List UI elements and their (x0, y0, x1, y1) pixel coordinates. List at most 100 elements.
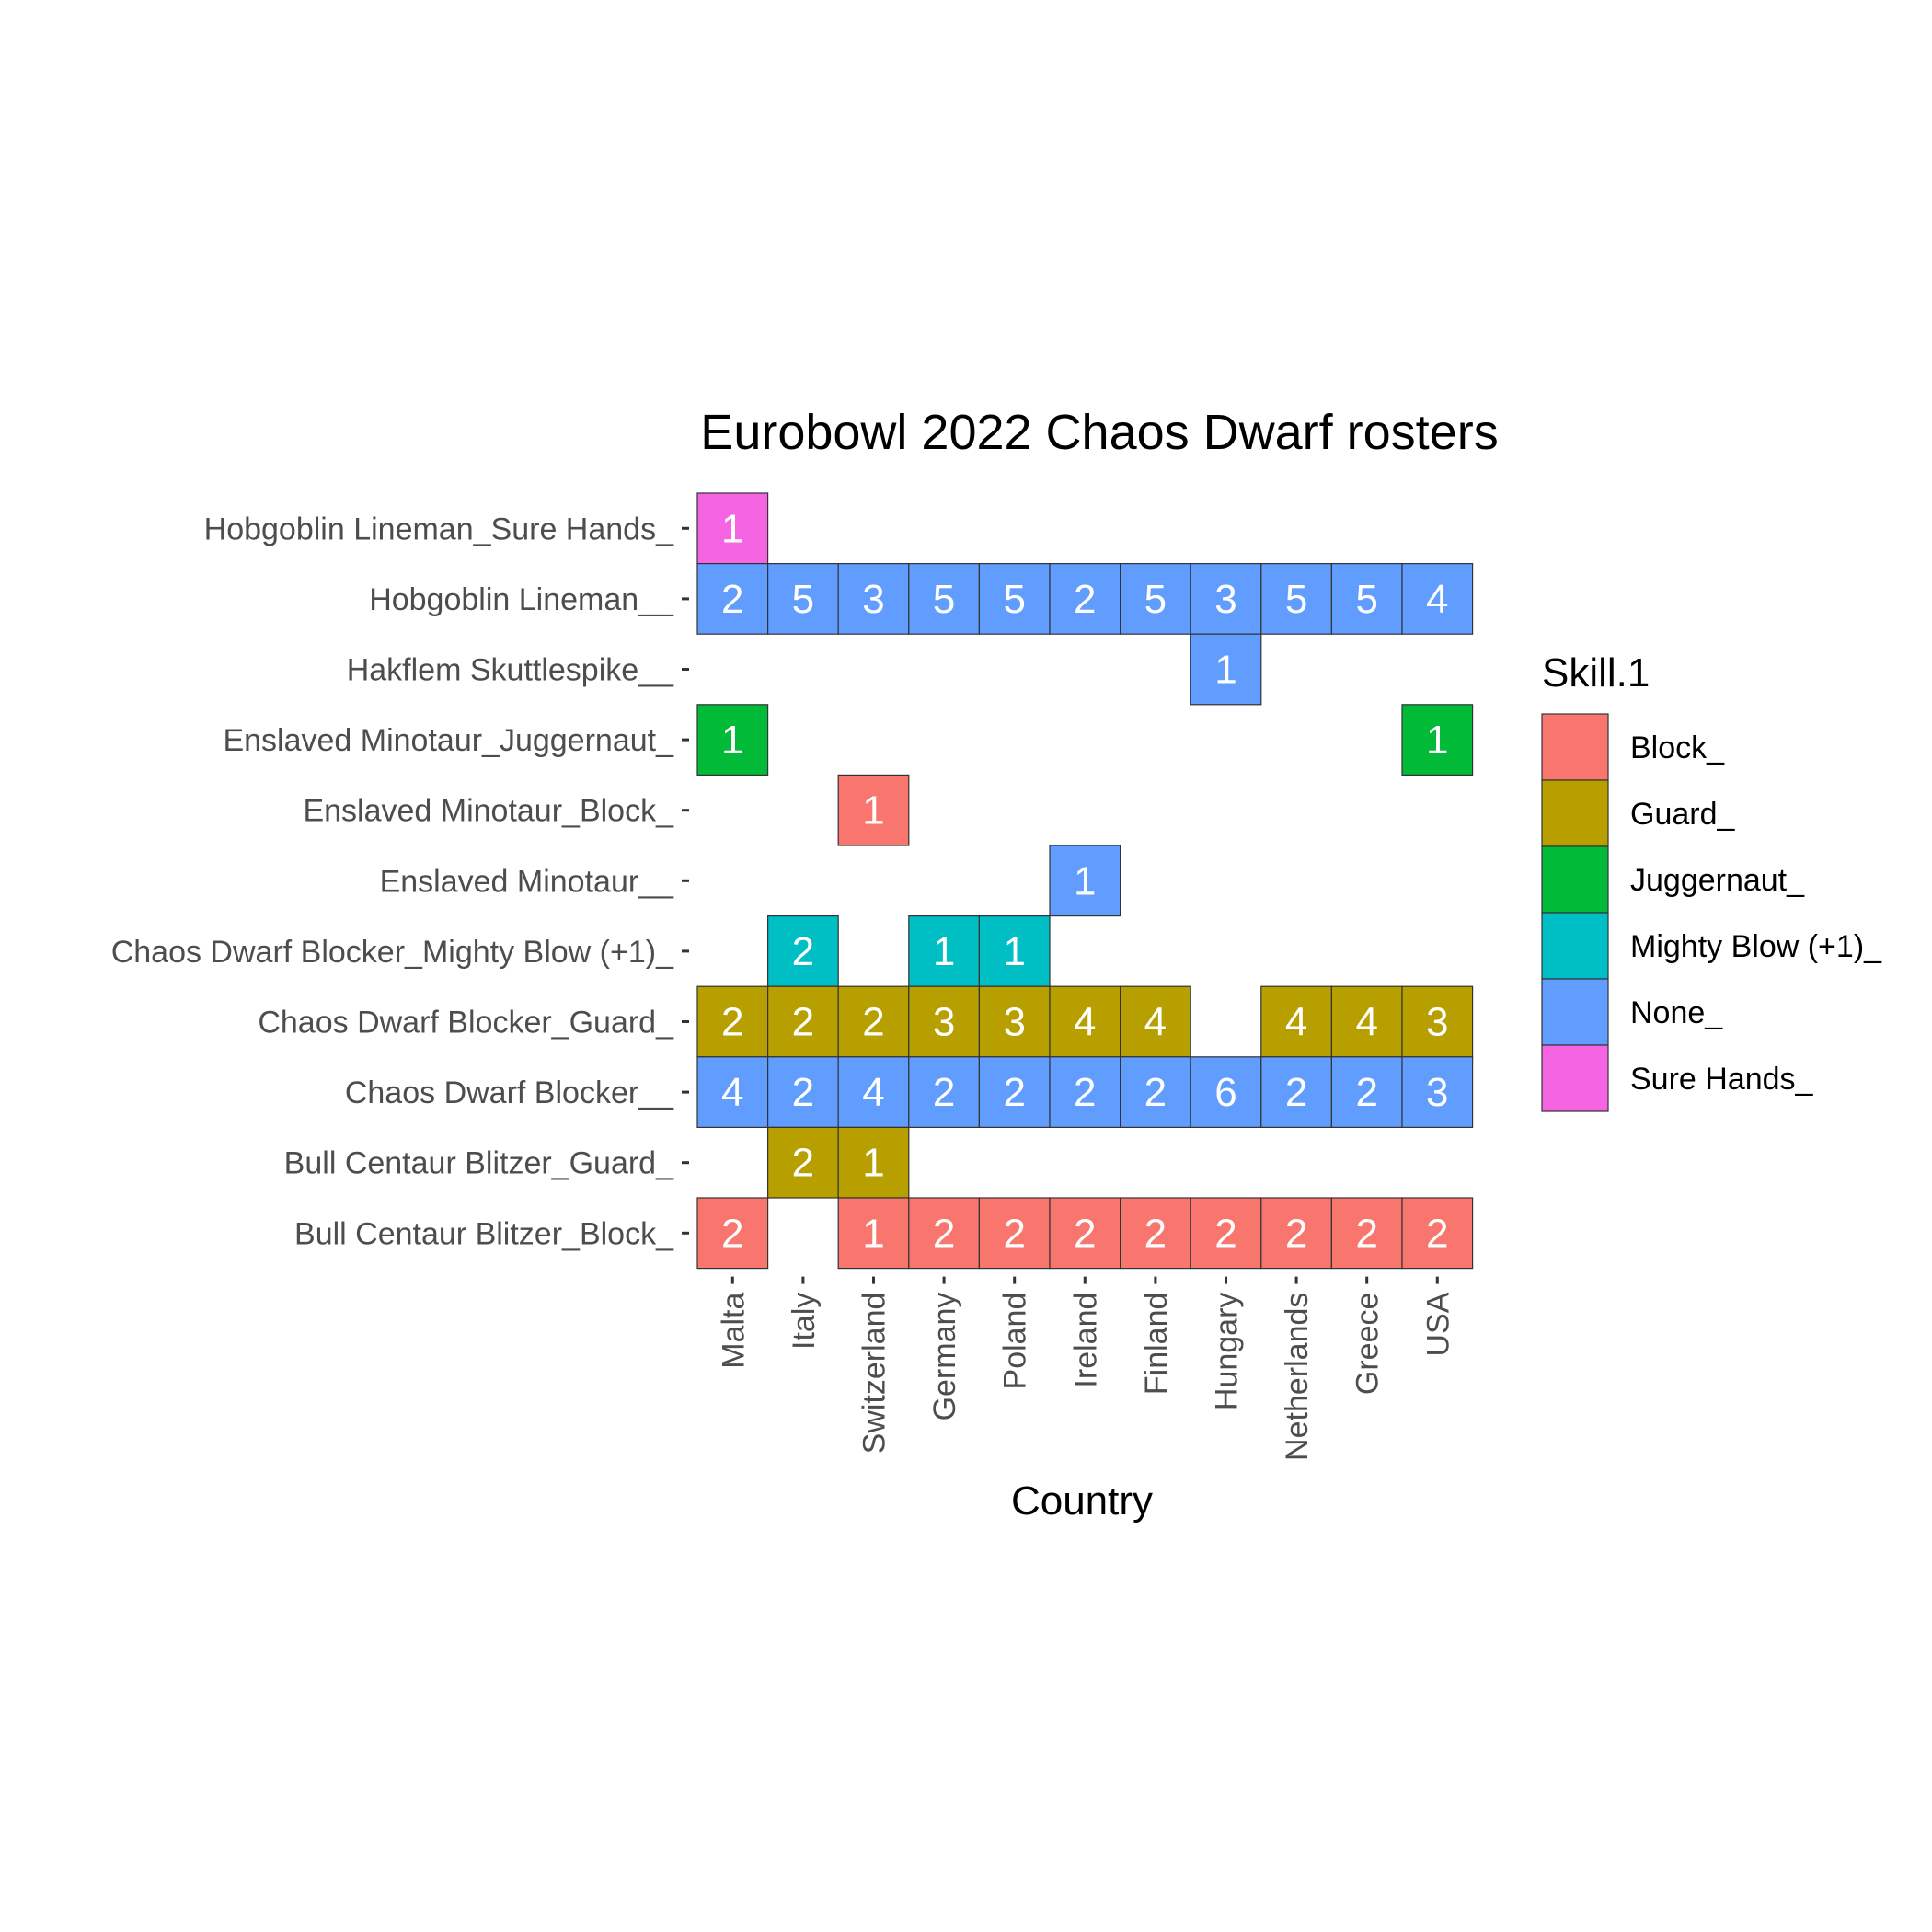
heatmap-cell-bull-centaur-blitzer-block-poland (978, 1197, 1051, 1270)
x-tick-label: Germany (927, 1293, 962, 1421)
legend-key-juggernaut (1541, 845, 1609, 914)
heatmap-cell-bull-centaur-blitzer-block-switzerland (837, 1197, 910, 1270)
legend-key-none (1541, 978, 1609, 1046)
cell-value-label: 3 (1426, 1000, 1448, 1045)
heatmap-cell-chaos-dwarf-blocker-greece (1330, 1056, 1403, 1129)
cell-value-label: 1 (933, 929, 955, 974)
x-tick-label: Finland (1139, 1293, 1174, 1396)
cell-value-label: 1 (1426, 718, 1448, 763)
cell-value-label: 2 (1285, 1211, 1307, 1256)
cell-value-label: 3 (1426, 1070, 1448, 1115)
heatmap-cell-chaos-dwarf-blocker-mighty-blow-1-italy (766, 914, 839, 987)
cell-value-label: 2 (1074, 1211, 1096, 1256)
heatmap-cell-hobgoblin-lineman-finland (1119, 562, 1191, 635)
y-tick-label: Bull Centaur Blitzer_Block_ (294, 1216, 674, 1251)
heatmap-cell-hobgoblin-lineman-greece (1330, 562, 1403, 635)
cell-value-label: 2 (933, 1070, 955, 1115)
heatmap-cell-chaos-dwarf-blocker-mighty-blow-1-poland (978, 914, 1051, 987)
legend-label: Sure Hands_ (1630, 1062, 1814, 1097)
cell-value-label: 5 (1355, 577, 1377, 622)
heatmap-cell-chaos-dwarf-blocker-finland (1119, 1056, 1191, 1129)
cell-value-label: 2 (1144, 1070, 1167, 1115)
cell-value-label: 2 (862, 1000, 884, 1045)
heatmap-cell-hobgoblin-lineman-germany (908, 562, 980, 635)
y-axis: Hobgoblin Lineman_Sure Hands_ Hobgoblin L… (111, 512, 689, 1251)
heatmap-cell-hobgoblin-lineman-usa (1401, 562, 1474, 635)
x-axis: Malta Italy Switzerland Germany Poland Irelan… (716, 1276, 1455, 1461)
heatmap-cell-chaos-dwarf-blocker-malta (696, 1056, 769, 1129)
x-tick-label: Poland (998, 1293, 1033, 1390)
heatmap-cell-chaos-dwarf-blocker-guard-finland (1119, 985, 1191, 1058)
heatmap-cell-chaos-dwarf-blocker-poland (978, 1056, 1051, 1129)
heatmap-cell-hobgoblin-lineman-italy (766, 562, 839, 635)
heatmap-cell-chaos-dwarf-blocker-guard-malta (696, 985, 769, 1058)
cell-value-label: 5 (1285, 577, 1307, 622)
cell-value-label: 5 (1144, 577, 1167, 622)
cell-value-label: 2 (1003, 1211, 1025, 1256)
y-tick-label: Enslaved Minotaur_Juggernaut_ (223, 723, 674, 758)
x-tick-label: Switzerland (857, 1293, 892, 1455)
cell-value-label: 1 (721, 718, 743, 763)
heatmap-cell-bull-centaur-blitzer-guard-italy (766, 1126, 839, 1199)
legend-key-guard (1541, 779, 1609, 847)
cell-value-label: 5 (933, 577, 955, 622)
cell-value-label: 2 (1285, 1070, 1307, 1115)
heatmap-cell-bull-centaur-blitzer-block-ireland (1049, 1197, 1121, 1270)
heatmap-cell-bull-centaur-blitzer-block-netherlands (1260, 1197, 1333, 1270)
heatmap-cell-bull-centaur-blitzer-block-hungary (1190, 1197, 1262, 1270)
heatmap-cell-hobgoblin-lineman-hungary (1190, 562, 1262, 635)
legend: Skill.1 Block_ Guard_ Juggernaut_ Mighty Bl… (1541, 650, 1882, 1112)
cell-value-label: 2 (792, 1141, 814, 1186)
cell-value-label: 2 (721, 577, 743, 622)
heatmap-cell-chaos-dwarf-blocker-germany (908, 1056, 980, 1129)
x-tick-label: USA (1420, 1292, 1455, 1356)
cell-value-label: 5 (1003, 577, 1025, 622)
x-tick-label: Greece (1351, 1293, 1386, 1396)
heatmap-cell-chaos-dwarf-blocker-guard-germany (908, 985, 980, 1058)
heatmap-cell-enslaved-minotaur-ireland (1049, 845, 1121, 917)
cell-value-label: 2 (792, 1000, 814, 1045)
y-tick-label: Bull Centaur Blitzer_Guard_ (284, 1146, 674, 1181)
legend-title: Skill.1 (1542, 650, 1650, 696)
cell-value-label: 3 (933, 1000, 955, 1045)
cell-value-label: 4 (1074, 1000, 1096, 1045)
heatmap-cell-bull-centaur-blitzer-block-germany (908, 1197, 980, 1270)
legend-label: Guard_ (1630, 797, 1735, 832)
cell-value-label: 1 (862, 788, 884, 834)
heatmap-cell-bull-centaur-blitzer-guard-switzerland (837, 1126, 910, 1199)
cell-value-label: 1 (862, 1211, 884, 1256)
cell-value-label: 4 (862, 1070, 884, 1115)
cell-value-label: 1 (862, 1141, 884, 1186)
x-axis-title: Country (1011, 1478, 1153, 1524)
cell-value-label: 4 (1144, 1000, 1167, 1045)
heatmap-cell-chaos-dwarf-blocker-guard-greece (1330, 985, 1403, 1058)
heatmap-cell-bull-centaur-blitzer-block-usa (1401, 1197, 1474, 1270)
y-tick-label: Hobgoblin Lineman__ (369, 582, 674, 617)
heatmap-cell-chaos-dwarf-blocker-usa (1401, 1056, 1474, 1129)
cell-value-label: 1 (1214, 648, 1236, 693)
heatmap-cell-chaos-dwarf-blocker-ireland (1049, 1056, 1121, 1129)
cell-value-label: 4 (721, 1070, 743, 1115)
cell-value-label: 2 (933, 1211, 955, 1256)
cell-value-label: 3 (1003, 1000, 1025, 1045)
heatmap-cell-enslaved-minotaur-juggernaut-usa (1401, 704, 1474, 776)
cell-value-label: 3 (1214, 577, 1236, 622)
cell-value-label: 1 (1003, 929, 1025, 974)
heatmap-cells: 1 2 5 3 5 5 2 5 3 5 5 4 1 1 1 1 1 2 1 1 2 2 2 3 3 4 4 4 4 3 4 2 4 2 2 2 2 6 2 2… (696, 492, 1474, 1270)
heatmap-cell-enslaved-minotaur-juggernaut-malta (696, 704, 769, 776)
x-tick-label: Ireland (1068, 1293, 1103, 1388)
legend-key-sure-hands (1541, 1044, 1609, 1112)
y-tick-label: Enslaved Minotaur__ (380, 864, 675, 899)
legend-label: Juggernaut_ (1630, 863, 1805, 898)
y-tick-label: Hakflem Skuttlespike__ (347, 653, 674, 688)
legend-label: Block_ (1630, 730, 1725, 765)
cell-value-label: 2 (1214, 1211, 1236, 1256)
cell-value-label: 1 (721, 506, 743, 551)
heatmap-cell-chaos-dwarf-blocker-italy (766, 1056, 839, 1129)
cell-value-label: 2 (721, 1000, 743, 1045)
heatmap-cell-chaos-dwarf-blocker-guard-poland (978, 985, 1051, 1058)
y-tick-label: Chaos Dwarf Blocker_Guard_ (258, 1006, 674, 1041)
x-tick-label: Italy (787, 1293, 822, 1350)
cell-value-label: 2 (1426, 1211, 1448, 1256)
